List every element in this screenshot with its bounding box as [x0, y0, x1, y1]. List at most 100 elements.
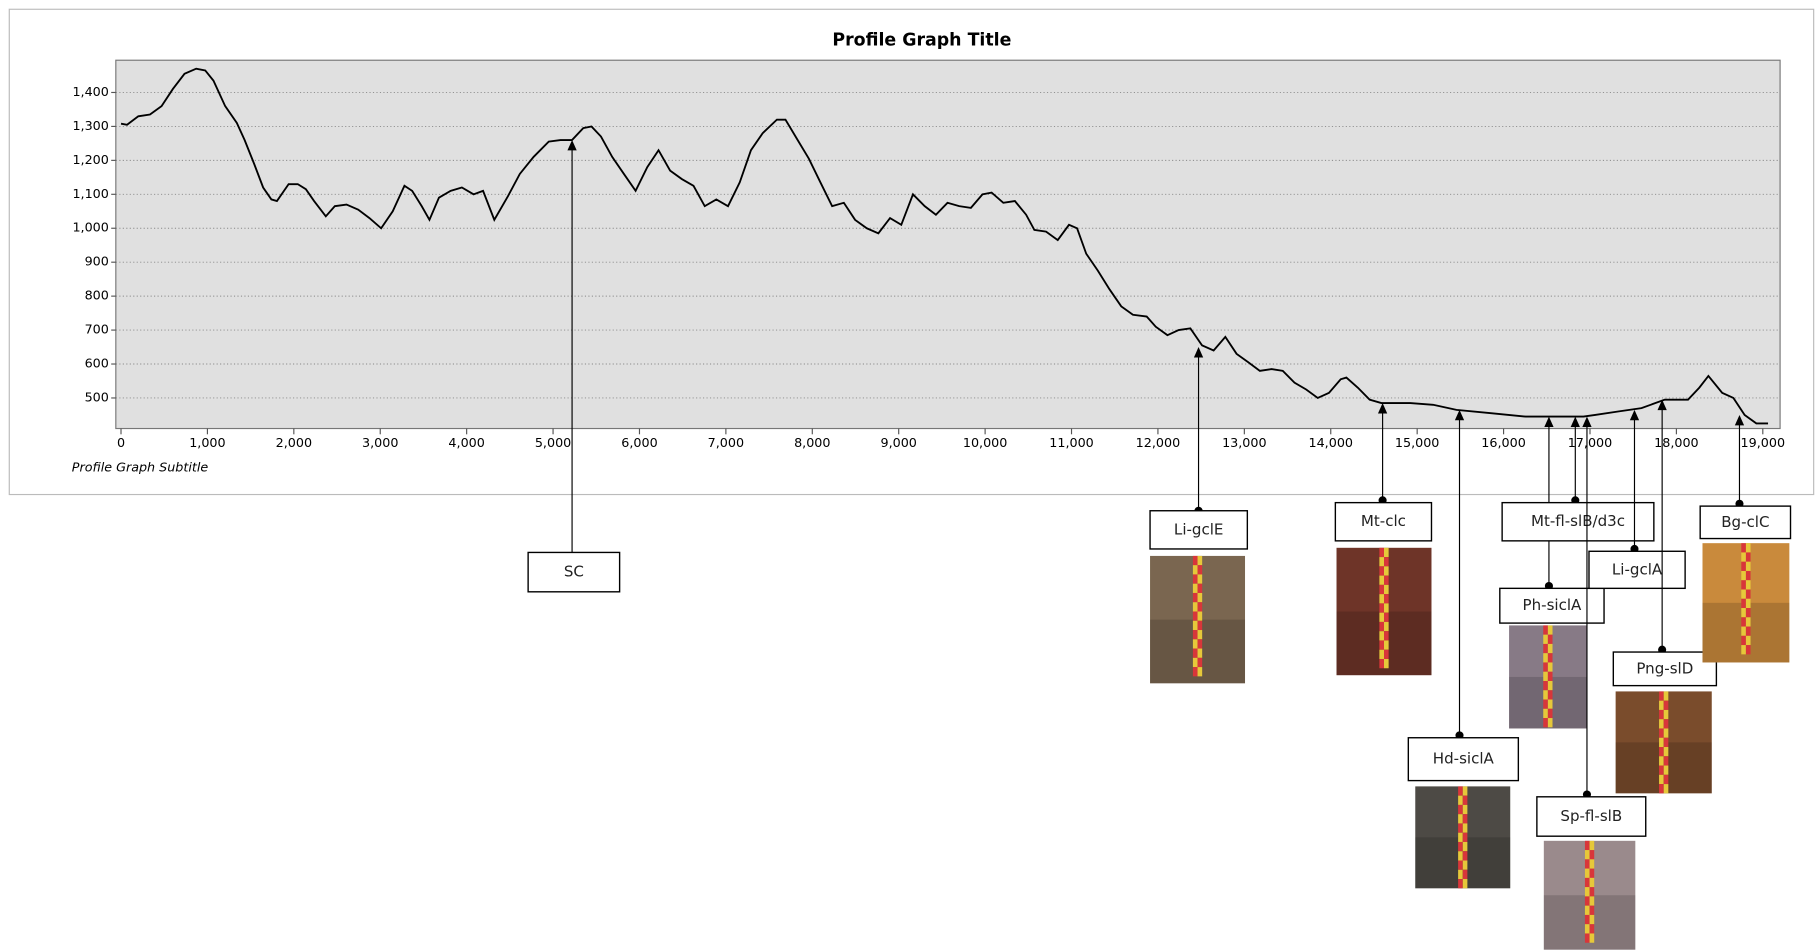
annotation-box: [527, 551, 621, 593]
x-tick-label: 14,000: [1308, 436, 1353, 451]
photo-ruler-square: [1589, 868, 1595, 878]
photo-ruler-square: [1384, 566, 1389, 576]
photo-ruler-square: [1379, 575, 1384, 585]
photo-ruler-square: [1543, 699, 1548, 709]
photo-ruler-square: [1745, 645, 1751, 655]
annotation-box: [1612, 651, 1718, 687]
photo-ruler-square: [1197, 602, 1203, 612]
photo-ruler-square: [1458, 879, 1463, 889]
photo-ruler-square: [1663, 700, 1669, 710]
photo-ruler-square: [1192, 602, 1198, 612]
photo-ruler-square: [1458, 804, 1463, 815]
photo-ruler-square: [1462, 795, 1468, 805]
annotations: SC Li-gclE Mt-clc Hd-siclA Ph-siclA Mt-fl-slB…: [527, 139, 1792, 950]
photo-ruler-square: [1458, 814, 1463, 824]
photo-ruler-square: [1379, 557, 1384, 567]
photo-ruler-square: [1384, 557, 1389, 567]
photo-ruler-square: [1745, 617, 1751, 627]
annotation-box: [1334, 501, 1433, 542]
x-tick-label: 6,000: [621, 436, 657, 451]
photo-ruler-square: [1462, 851, 1468, 861]
annotation-label: Li-gclA: [1612, 560, 1663, 578]
photo-ruler-square: [1543, 625, 1548, 635]
photo-ruler-square: [1379, 594, 1384, 604]
annotation-arrowhead: [1657, 399, 1667, 411]
photo-ruler-square: [1663, 765, 1669, 775]
photo-ruler-square: [1584, 840, 1590, 851]
photo-ruler-square: [1543, 690, 1548, 700]
y-tick-label: 900: [85, 255, 109, 270]
x-tick-label: 19,000: [1741, 436, 1786, 451]
photo-ruler-square: [1462, 823, 1468, 833]
x-tick-label: 13,000: [1222, 436, 1267, 451]
photo-ruler-square: [1659, 700, 1664, 710]
grid: 500 600 700 800 900 1,000 1,100 1,200 1,300 1,400…: [72, 85, 1785, 451]
photo-ruler-square: [1589, 850, 1595, 860]
photo-ruler-square: [1384, 584, 1389, 595]
photo-ruler-square: [1584, 850, 1590, 860]
x-tick-label: 4,000: [448, 436, 484, 451]
photo-ruler-square: [1589, 887, 1595, 897]
photo-ruler-square: [1745, 635, 1751, 646]
photo-ruler-square: [1458, 841, 1463, 852]
x-tick-label: 8,000: [794, 436, 830, 451]
photo-ruler-square: [1384, 594, 1389, 604]
x-tick-label: 15,000: [1395, 436, 1440, 451]
annotation-box: [1149, 510, 1249, 550]
photo-ruler-square: [1659, 765, 1664, 775]
photo-ruler-square: [1543, 643, 1548, 654]
photo-ruler-square: [1659, 709, 1664, 720]
x-tick-label: 10,000: [963, 436, 1008, 451]
photo-ruler-square: [1192, 583, 1198, 593]
photo-ruler-square: [1192, 565, 1198, 575]
photo-ruler-square: [1379, 621, 1384, 632]
annotation-label: Hd-siclA: [1433, 750, 1495, 768]
photo-ruler-square: [1379, 640, 1384, 650]
photo-ruler-square: [1462, 841, 1468, 852]
photo-ruler-square: [1659, 691, 1664, 701]
annotation-arrowhead: [1734, 414, 1745, 426]
photo-ruler-square: [1741, 561, 1746, 571]
photo-ruler-square: [1543, 718, 1548, 728]
photo-ruler-square: [1384, 658, 1389, 669]
annotation-box: [1407, 737, 1520, 782]
x-tick-label: 18,000: [1654, 436, 1699, 451]
photo-ruler-square: [1384, 603, 1389, 613]
photo-ruler-square: [1741, 617, 1746, 627]
y-tick-label: 600: [85, 357, 109, 372]
photo-ruler-square: [1659, 774, 1664, 785]
photo-ruler-square: [1192, 639, 1198, 649]
photo-ruler-square: [1547, 662, 1553, 672]
photo-ruler-square: [1197, 648, 1203, 658]
annotation-arrowhead: [1544, 416, 1554, 428]
photo-ruler-square: [1741, 635, 1746, 646]
photo-ruler-square: [1384, 621, 1389, 632]
annotation-arrowhead: [567, 139, 577, 151]
annotation-arrowhead: [1377, 403, 1388, 414]
photo-ruler-square: [1584, 896, 1590, 906]
y-tick-label: 1,400: [72, 85, 108, 100]
photo-ruler-square: [1663, 747, 1669, 757]
photo-ruler-square: [1741, 580, 1746, 590]
photo-ruler-square: [1543, 634, 1548, 644]
y-tick-label: 1,300: [72, 119, 108, 134]
photo-ruler-square: [1543, 671, 1548, 681]
photo-ruler-square: [1462, 786, 1468, 796]
annotation-label: Sp-fl-slB: [1560, 807, 1622, 825]
photo-ruler-square: [1192, 574, 1198, 584]
annotation-label: Mt-clc: [1361, 512, 1406, 530]
plot-area: [115, 59, 1781, 430]
photo-ruler-square: [1659, 784, 1664, 794]
photo-ruler-square: [1458, 832, 1463, 842]
photo-ruler-square: [1589, 877, 1595, 888]
photo-ruler-square: [1663, 774, 1669, 785]
annotation-label: Mt-fl-slB/d3c: [1531, 512, 1625, 530]
photo-ruler-square: [1192, 611, 1198, 621]
photo-ruler-square: [1192, 592, 1198, 603]
photo-ruler-square: [1384, 575, 1389, 585]
photo-ruler-square: [1384, 649, 1389, 659]
photo-ruler-square: [1745, 626, 1751, 636]
annotation-arrowhead: [1629, 409, 1640, 421]
marks: [120, 67, 1769, 425]
photo-ruler-square: [1458, 851, 1463, 861]
